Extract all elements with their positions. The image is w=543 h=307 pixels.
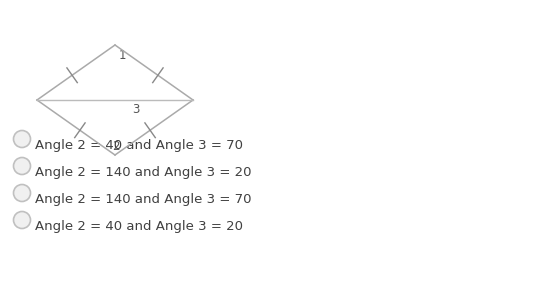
Text: Angle 2 = 40 and Angle 3 = 70: Angle 2 = 40 and Angle 3 = 70 bbox=[35, 139, 243, 152]
Text: Angle 2 = 140 and Angle 3 = 20: Angle 2 = 140 and Angle 3 = 20 bbox=[35, 166, 251, 179]
Text: Angle 2 = 40 and Angle 3 = 20: Angle 2 = 40 and Angle 3 = 20 bbox=[35, 220, 243, 233]
Text: Angle 2 = 140 and Angle 3 = 70: Angle 2 = 140 and Angle 3 = 70 bbox=[35, 193, 251, 206]
Text: 1: 1 bbox=[119, 49, 127, 62]
Text: 2: 2 bbox=[112, 140, 119, 153]
Text: 3: 3 bbox=[132, 103, 140, 116]
